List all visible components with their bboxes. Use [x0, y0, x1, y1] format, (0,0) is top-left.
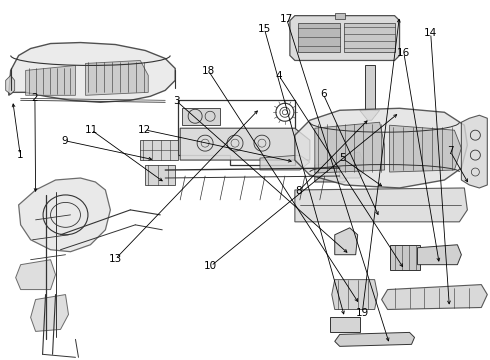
Polygon shape: [417, 245, 462, 265]
Polygon shape: [85, 60, 148, 95]
Text: 7: 7: [447, 146, 454, 156]
Polygon shape: [140, 140, 178, 160]
Polygon shape: [25, 66, 75, 95]
Text: 9: 9: [61, 136, 68, 145]
Polygon shape: [9, 42, 175, 102]
Polygon shape: [19, 178, 110, 252]
Polygon shape: [462, 115, 488, 188]
Polygon shape: [343, 23, 394, 53]
Text: 17: 17: [280, 14, 293, 24]
Text: 6: 6: [320, 89, 326, 99]
Text: 1: 1: [17, 150, 24, 160]
Polygon shape: [390, 245, 419, 270]
Text: 5: 5: [340, 153, 346, 163]
Text: 4: 4: [276, 71, 283, 81]
Text: 15: 15: [258, 24, 271, 35]
Polygon shape: [30, 294, 69, 332]
Polygon shape: [332, 280, 378, 310]
Polygon shape: [382, 285, 488, 310]
Text: 10: 10: [204, 261, 218, 271]
Polygon shape: [16, 260, 55, 289]
Polygon shape: [260, 155, 310, 170]
Polygon shape: [390, 125, 462, 172]
Polygon shape: [315, 122, 385, 173]
Polygon shape: [180, 128, 310, 160]
Text: 16: 16: [397, 48, 411, 58]
Text: 14: 14: [424, 28, 437, 38]
Text: 2: 2: [31, 93, 38, 103]
Text: 8: 8: [295, 186, 302, 196]
Polygon shape: [335, 332, 415, 346]
Polygon shape: [6, 75, 15, 94]
Polygon shape: [145, 165, 175, 185]
Polygon shape: [335, 13, 345, 19]
Text: 12: 12: [138, 125, 151, 135]
Polygon shape: [295, 188, 467, 222]
Polygon shape: [360, 110, 380, 120]
Polygon shape: [290, 15, 399, 60]
Polygon shape: [330, 318, 360, 332]
Polygon shape: [298, 23, 340, 53]
Polygon shape: [315, 162, 350, 182]
Polygon shape: [335, 228, 358, 255]
Polygon shape: [182, 108, 220, 125]
Polygon shape: [340, 152, 365, 178]
Text: 13: 13: [109, 254, 122, 264]
Polygon shape: [295, 108, 467, 188]
Text: 19: 19: [356, 308, 369, 318]
Text: 3: 3: [173, 96, 180, 106]
Text: 18: 18: [202, 66, 215, 76]
Text: 11: 11: [84, 125, 98, 135]
Polygon shape: [365, 66, 375, 115]
